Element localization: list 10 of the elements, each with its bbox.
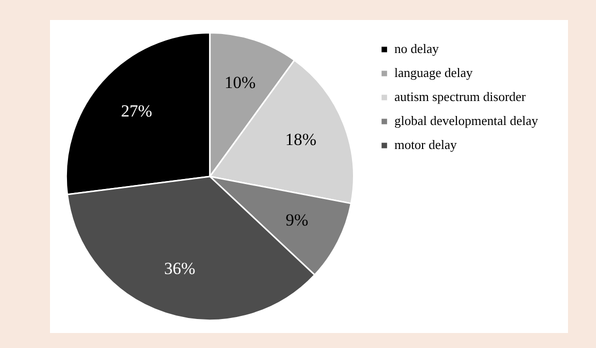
- legend-label: language delay: [394, 64, 474, 80]
- data-label: 27%: [121, 101, 152, 120]
- legend-label: motor delay: [394, 136, 458, 152]
- legend-label: autism spectrum disorder: [394, 88, 526, 104]
- data-label: 36%: [164, 258, 196, 278]
- data-label: 10%: [224, 73, 256, 92]
- data-label: 9%: [286, 210, 308, 230]
- legend-label: global developmental delay: [394, 112, 538, 128]
- data-label: 18%: [285, 130, 316, 149]
- legend-label: no delay: [394, 40, 440, 56]
